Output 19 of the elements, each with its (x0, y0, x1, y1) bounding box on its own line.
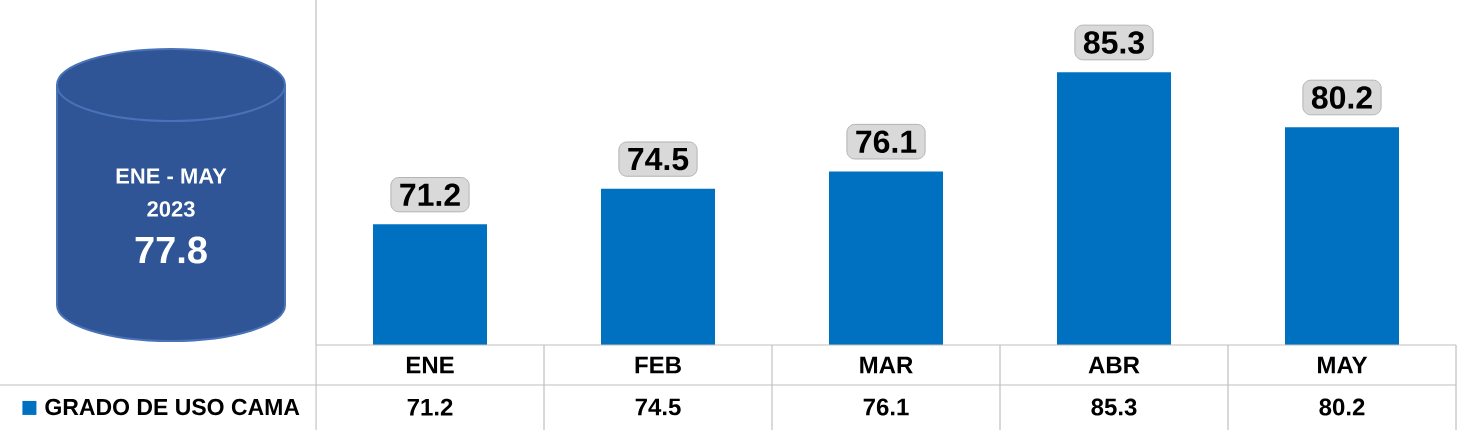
text: 77.8 (135, 236, 207, 264)
data-label: 76.1 (863, 398, 909, 416)
data-label: 71.2 (407, 398, 453, 416)
text: ENE - MAY (116, 168, 227, 184)
annotation: 76.1 (856, 130, 917, 154)
x-tick-label: FEB (635, 356, 681, 374)
annotation: 85.3 (1083, 31, 1144, 54)
annotation: 74.5 (628, 147, 689, 171)
x-tick-label: ENE (406, 356, 454, 374)
data-label: 80.2 (1319, 398, 1365, 416)
x-tick-label: MAR (860, 356, 913, 374)
text: 2023 (147, 201, 195, 217)
annotation: 80.2 (1311, 86, 1372, 109)
annotation: 71.2 (400, 183, 460, 206)
x-tick-label: MAY (1318, 356, 1368, 374)
x-tick-label: ABR (1088, 356, 1140, 374)
data-label: 74.5 (635, 398, 681, 416)
data-label: 85.3 (1091, 398, 1137, 416)
legend-label: GRADO DE USO CAMA (45, 398, 300, 416)
